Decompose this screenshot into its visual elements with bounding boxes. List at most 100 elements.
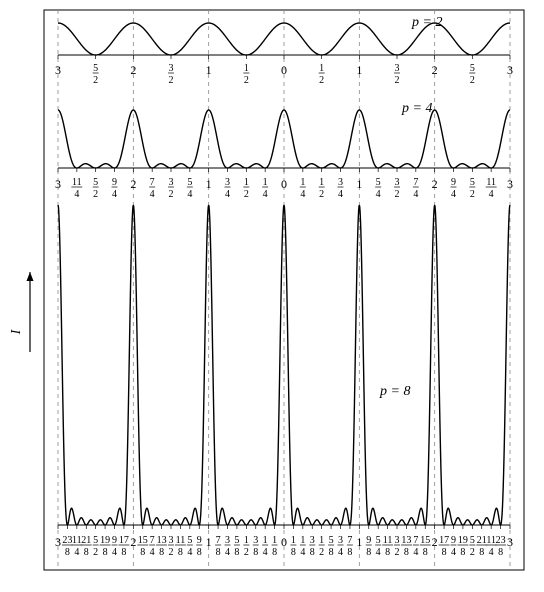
tick-label-frac: 94: [451, 535, 457, 558]
frac-num: 1: [244, 177, 249, 188]
frac-num: 5: [470, 535, 475, 546]
tick-label-frac: 14: [300, 535, 306, 558]
tick-label-int: 3: [55, 63, 61, 77]
tick-label-frac: 158: [137, 535, 148, 558]
frac-den: 8: [216, 547, 221, 558]
frac-num: 5: [329, 535, 334, 546]
frac-num: 7: [413, 535, 418, 546]
tick-label-frac: 52: [469, 63, 475, 86]
tick-label-int: 2: [432, 63, 438, 77]
frac-num: 7: [216, 535, 221, 546]
tick-label-frac: 12: [243, 535, 249, 558]
tick-label-int: 2: [130, 535, 136, 549]
frac-den: 2: [470, 547, 475, 558]
frac-den: 2: [169, 547, 174, 558]
frac-num: 1: [263, 177, 268, 188]
frac-den: 2: [395, 189, 400, 200]
tick-label-frac: 78: [347, 535, 353, 558]
tick-label-frac: 118: [175, 535, 186, 558]
frac-den: 2: [319, 75, 324, 86]
p-label-p8: p = 8: [379, 384, 410, 399]
frac-den: 2: [93, 547, 98, 558]
tick-label-frac: 238: [495, 535, 506, 558]
frac-num: 17: [439, 535, 449, 546]
tick-label-frac: 32: [168, 63, 174, 86]
y-axis-label: I: [9, 328, 24, 335]
tick-label-int: 3: [507, 177, 513, 191]
frac-num: 3: [310, 535, 315, 546]
tick-label-frac: 34: [338, 177, 344, 200]
frac-num: 1: [319, 535, 324, 546]
frac-den: 4: [263, 547, 268, 558]
tick-label-frac: 38: [309, 535, 315, 558]
frac-den: 4: [225, 189, 230, 200]
frac-den: 4: [300, 189, 305, 200]
frac-den: 8: [84, 547, 89, 558]
frac-den: 8: [423, 547, 428, 558]
frac-den: 8: [479, 547, 484, 558]
frac-den: 8: [178, 547, 183, 558]
frac-den: 8: [347, 547, 352, 558]
frac-den: 4: [413, 547, 418, 558]
frac-den: 4: [187, 547, 192, 558]
frac-den: 4: [300, 547, 305, 558]
frac-den: 2: [93, 75, 98, 86]
frac-den: 2: [470, 75, 475, 86]
tick-label-frac: 52: [469, 177, 475, 200]
tick-label-frac: 198: [100, 535, 111, 558]
frac-num: 5: [93, 535, 98, 546]
frac-den: 8: [103, 547, 108, 558]
frac-num: 11: [486, 535, 496, 546]
frac-num: 11: [486, 177, 496, 188]
frac-num: 5: [187, 177, 192, 188]
frac-num: 5: [234, 535, 239, 546]
tick-label-frac: 32: [394, 63, 400, 86]
frac-den: 8: [385, 547, 390, 558]
frac-num: 7: [347, 535, 352, 546]
tick-label-int: 3: [507, 535, 513, 549]
frac-den: 2: [169, 75, 174, 86]
frac-num: 5: [470, 177, 475, 188]
frac-den: 8: [65, 547, 70, 558]
frac-den: 8: [197, 547, 202, 558]
tick-label-frac: 54: [375, 177, 381, 200]
frac-den: 8: [140, 547, 145, 558]
tick-label-frac: 14: [262, 177, 268, 200]
frac-den: 2: [169, 189, 174, 200]
frac-den: 4: [489, 547, 494, 558]
frac-den: 2: [244, 547, 249, 558]
frac-num: 3: [395, 177, 400, 188]
frac-num: 11: [72, 177, 82, 188]
tick-label-int: 0: [281, 535, 287, 549]
frac-num: 1: [300, 177, 305, 188]
tick-label-frac: 32: [168, 177, 174, 200]
frac-den: 4: [112, 547, 117, 558]
frac-den: 8: [272, 547, 277, 558]
frac-den: 2: [93, 189, 98, 200]
frac-den: 8: [498, 547, 503, 558]
frac-num: 21: [477, 535, 487, 546]
frac-num: 3: [169, 535, 174, 546]
tick-label-int: 1: [206, 63, 212, 77]
frac-num: 3: [395, 63, 400, 74]
tick-label-frac: 34: [338, 535, 344, 558]
frac-num: 3: [169, 63, 174, 74]
tick-label-frac: 12: [319, 63, 325, 86]
frac-num: 19: [458, 535, 468, 546]
frac-num: 9: [112, 177, 117, 188]
tick-label-frac: 54: [375, 535, 381, 558]
tick-label-frac: 78: [215, 535, 221, 558]
tick-label-frac: 54: [187, 535, 193, 558]
tick-label-frac: 114: [486, 177, 497, 200]
frac-den: 8: [404, 547, 409, 558]
frac-num: 1: [319, 63, 324, 74]
tick-label-frac: 38: [253, 535, 259, 558]
frac-den: 4: [376, 547, 381, 558]
frac-den: 4: [376, 189, 381, 200]
frac-den: 8: [366, 547, 371, 558]
frac-num: 17: [119, 535, 129, 546]
tick-label-frac: 74: [149, 177, 155, 200]
frac-den: 4: [338, 189, 343, 200]
frac-num: 1: [291, 535, 296, 546]
tick-label-frac: 114: [71, 177, 82, 200]
